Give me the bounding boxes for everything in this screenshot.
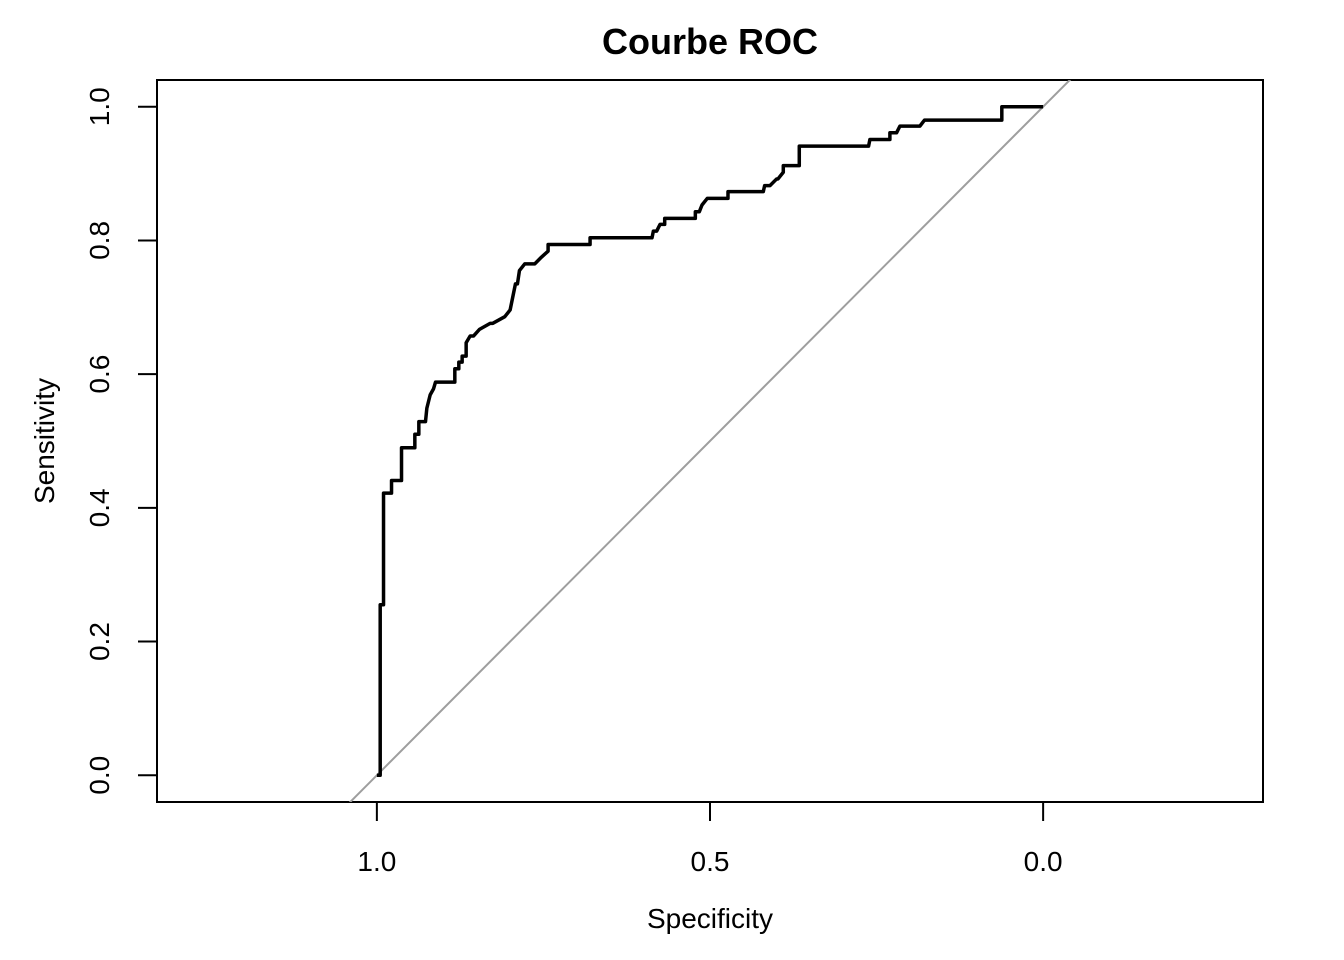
reference-diagonal xyxy=(348,80,1072,802)
roc-curve xyxy=(376,104,1044,778)
x-axis: 1.0 0.5 0.0 xyxy=(357,801,1063,877)
y-axis: 0.0 0.2 0.4 0.6 0.8 1.0 xyxy=(84,87,158,795)
x-tick-label: 1.0 xyxy=(357,846,396,877)
chart-title: Courbe ROC xyxy=(602,21,818,62)
y-tick-label: 1.0 xyxy=(84,87,115,126)
y-tick-label: 0.8 xyxy=(84,221,115,260)
y-tick-label: 0.6 xyxy=(84,355,115,394)
x-tick-label: 0.0 xyxy=(1024,846,1063,877)
y-tick-label: 0.4 xyxy=(84,488,115,527)
y-tick-label: 0.2 xyxy=(84,622,115,661)
y-tick-label: 0.0 xyxy=(84,756,115,795)
x-axis-label: Specificity xyxy=(647,903,773,934)
x-tick-label: 0.5 xyxy=(691,846,730,877)
y-axis-label: Sensitivity xyxy=(29,378,60,504)
